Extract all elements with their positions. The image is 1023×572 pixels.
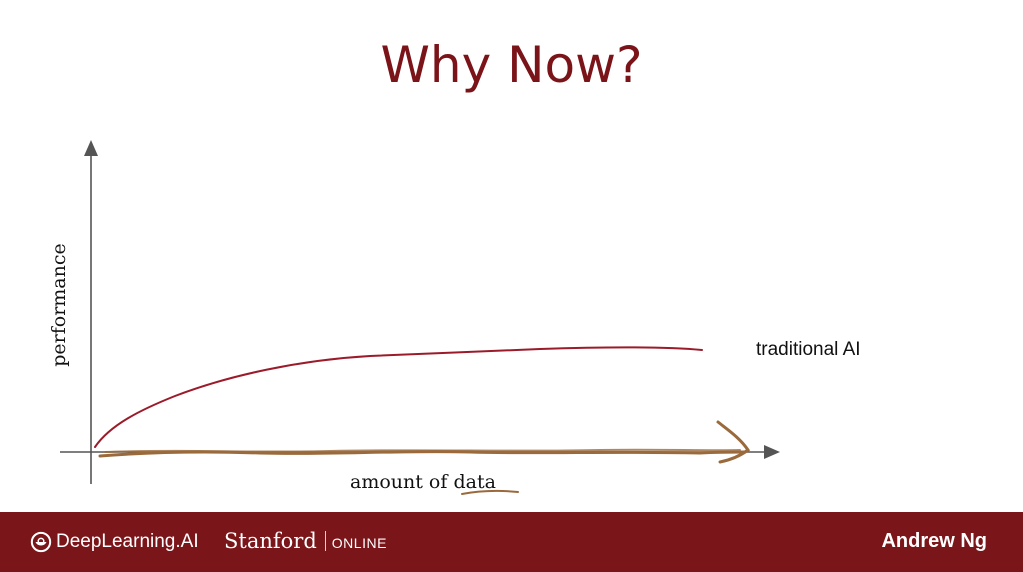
slide: Why Now? performance amount of data trad… bbox=[48, 36, 861, 495]
slide-title: Why Now? bbox=[380, 36, 643, 94]
x-axis-label: amount of data bbox=[350, 471, 496, 493]
stanford-online-logo: Stanford ONLINE bbox=[224, 529, 387, 553]
highlight-arrowhead-icon bbox=[716, 420, 751, 464]
performance-plot bbox=[60, 140, 780, 495]
x-axis-highlight-stroke bbox=[98, 450, 747, 458]
stanford-wordmark: Stanford bbox=[224, 529, 317, 553]
x-axis-label-emphasis: data bbox=[453, 471, 496, 493]
x-axis-highlight-stroke-2 bbox=[104, 448, 741, 453]
y-axis-label: performance bbox=[48, 243, 70, 367]
x-axis-label-prefix: amount of bbox=[350, 471, 454, 493]
online-wordmark: ONLINE bbox=[331, 535, 387, 551]
traditional-ai-label: traditional AI bbox=[756, 339, 861, 360]
traditional-ai-curve bbox=[94, 346, 703, 448]
presenter-name: Andrew Ng bbox=[881, 530, 987, 552]
footer-bar: DeepLearning.AI Stanford ONLINE Andrew N… bbox=[0, 512, 1023, 572]
logo-divider bbox=[324, 531, 326, 551]
deeplearning-ai-logo: DeepLearning.AI bbox=[30, 530, 199, 554]
deeplearning-ai-icon bbox=[30, 531, 52, 553]
deeplearning-ai-wordmark: DeepLearning.AI bbox=[56, 531, 199, 552]
data-underline-stroke bbox=[461, 489, 519, 495]
y-axis-arrow-icon bbox=[84, 140, 98, 156]
x-axis-arrow-icon bbox=[764, 445, 780, 459]
